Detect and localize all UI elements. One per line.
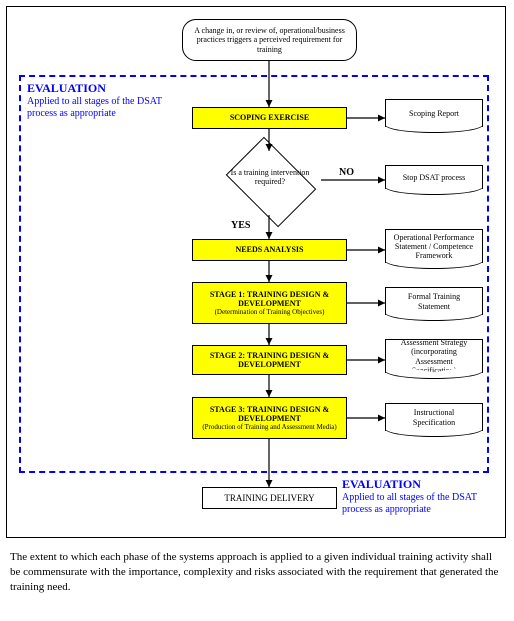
footnote-text: The extent to which each phase of the sy… — [0, 544, 514, 605]
node-start: A change in, or review of, operational/b… — [182, 19, 357, 61]
label-yes: YES — [231, 220, 250, 231]
node-scoping-output: Scoping Report — [385, 99, 483, 127]
node-stop: Stop DSAT process — [385, 165, 483, 189]
evaluation-label-bottom: EVALUATION Applied to all stages of the … — [342, 477, 492, 516]
node-stage2: STAGE 2: TRAINING DESIGN & DEVELOPMENT — [192, 345, 347, 375]
node-start-text: A change in, or review of, operational/b… — [189, 26, 350, 54]
node-stage1-output: Formal Training Statement — [385, 287, 483, 315]
evaluation-sub: Applied to all stages of the DSAT proces… — [27, 96, 162, 119]
node-stage1-output-text: Formal Training Statement — [392, 292, 476, 310]
node-scoping-text: SCOPING EXERCISE — [230, 113, 309, 122]
node-stage3-output-text: Instructional Specification — [392, 408, 476, 426]
evaluation-title: EVALUATION — [27, 81, 106, 95]
node-delivery: TRAINING DELIVERY — [202, 487, 337, 509]
node-needs-output-text: Operational Performance Statement / Comp… — [392, 233, 476, 261]
evaluation-label-top: EVALUATION Applied to all stages of the … — [27, 81, 177, 120]
node-decision-text: Is a training intervention required? — [230, 169, 310, 187]
node-stage3-sub: (Production of Training and Assessment M… — [202, 423, 336, 431]
node-stage3-output: Instructional Specification — [385, 403, 483, 431]
flowchart-frame: EVALUATION Applied to all stages of the … — [6, 6, 506, 538]
node-needs: NEEDS ANALYSIS — [192, 239, 347, 261]
node-needs-text: NEEDS ANALYSIS — [236, 245, 304, 254]
node-stage1-sub: (Determination of Training Objectives) — [215, 308, 325, 316]
node-stop-text: Stop DSAT process — [403, 173, 466, 182]
node-stage1-text: STAGE 1: TRAINING DESIGN & DEVELOPMENT — [199, 290, 340, 308]
node-stage2-output-text: Assessment Strategy (incorporating Asses… — [392, 338, 476, 375]
node-stage2-text: STAGE 2: TRAINING DESIGN & DEVELOPMENT — [199, 351, 340, 369]
node-scoping: SCOPING EXERCISE — [192, 107, 347, 129]
node-scoping-output-text: Scoping Report — [409, 109, 459, 118]
evaluation-title-2: EVALUATION — [342, 477, 421, 491]
evaluation-sub-2: Applied to all stages of the DSAT proces… — [342, 492, 477, 515]
node-needs-output: Operational Performance Statement / Comp… — [385, 229, 483, 263]
node-delivery-text: TRAINING DELIVERY — [224, 493, 314, 503]
node-stage2-output: Assessment Strategy (incorporating Asses… — [385, 339, 483, 373]
label-no: NO — [339, 167, 354, 178]
node-stage3: STAGE 3: TRAINING DESIGN & DEVELOPMENT (… — [192, 397, 347, 439]
node-stage1: STAGE 1: TRAINING DESIGN & DEVELOPMENT (… — [192, 282, 347, 324]
node-stage3-text: STAGE 3: TRAINING DESIGN & DEVELOPMENT — [199, 405, 340, 423]
